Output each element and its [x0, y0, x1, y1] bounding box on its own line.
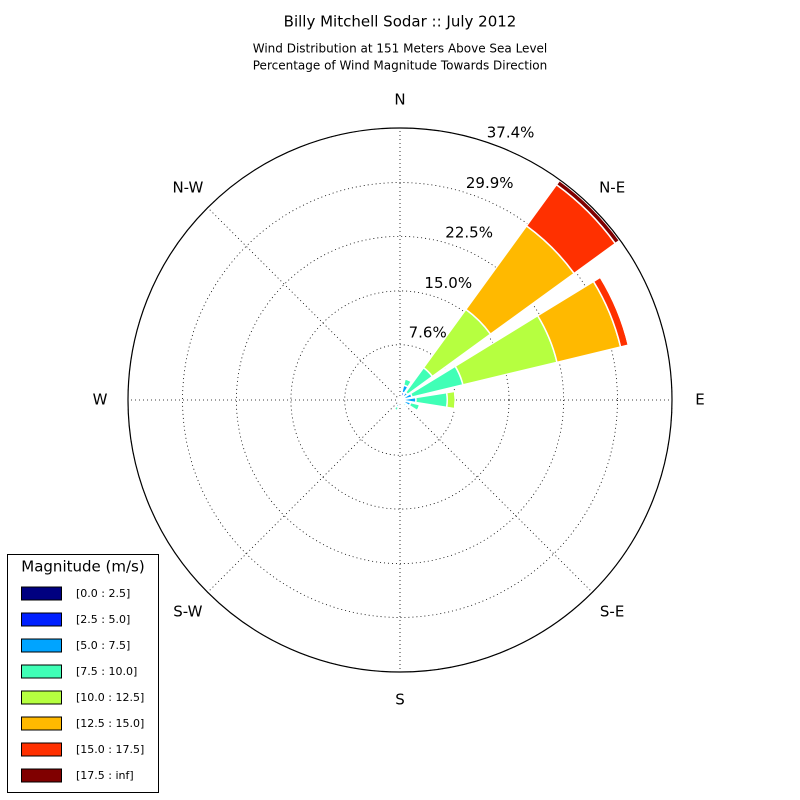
legend-label: [17.5 : inf] [76, 769, 134, 782]
y-tick-label: 37.4% [487, 123, 535, 141]
legend-swatch [21, 612, 62, 627]
labels: 7.6% 15.0% 22.5% 29.9% 37.4% N N-E E S-E S S-W W N-W [93, 91, 705, 709]
legend-swatch [21, 664, 62, 679]
legend: Magnitude (m/s) [0.0 : 2.5] [2.5 : 5.0] [5… [7, 554, 159, 793]
legend-label: [0.0 : 2.5] [76, 587, 130, 600]
legend-swatch [21, 690, 62, 705]
chart-subtitle: Percentage of Wind Magnitude Towards Dir… [253, 59, 547, 73]
legend-label: [15.0 : 17.5] [76, 743, 144, 756]
legend-label: [5.0 : 7.5] [76, 639, 130, 652]
x-tick-label: N-W [172, 178, 203, 196]
grid-spoke [399, 399, 593, 593]
x-tick-label: S-E [600, 603, 624, 621]
grid-spoke [207, 207, 401, 401]
x-tick-label: N-E [599, 178, 625, 196]
legend-swatch [21, 716, 62, 731]
wedge [416, 404, 421, 412]
legend-swatch [21, 742, 62, 757]
grid-circle [290, 290, 510, 510]
legend-label: [2.5 : 5.0] [76, 613, 130, 626]
y-tick-label: 7.6% [409, 324, 447, 342]
bars [393, 179, 630, 412]
legend-label: [12.5 : 15.0] [76, 717, 144, 730]
x-tick-label: S-W [173, 603, 202, 621]
grid-circle [182, 182, 618, 618]
chart-subtitle: Wind Distribution at 151 Meters Above Se… [253, 42, 548, 56]
wedge [453, 391, 457, 409]
x-tick-label: E [695, 391, 704, 409]
legend-title: Magnitude (m/s) [21, 558, 144, 576]
wedge [393, 408, 398, 412]
y-tick-label: 22.5% [445, 224, 493, 242]
x-tick-label: N [394, 91, 405, 109]
polar-frame [127, 127, 673, 673]
grid-circle [235, 235, 565, 565]
wedge [445, 390, 457, 410]
legend-label: [10.0 : 12.5] [76, 691, 144, 704]
x-tick-label: W [93, 391, 108, 409]
legend-swatch [21, 586, 62, 601]
legend-swatch [21, 768, 62, 783]
grid-spoke [207, 399, 401, 593]
wedge [555, 179, 621, 245]
legend-swatch [21, 638, 62, 653]
x-tick-label: S [395, 691, 405, 709]
chart-title: Billy Mitchell Sodar :: July 2012 [284, 13, 517, 31]
y-tick-label: 29.9% [466, 174, 514, 192]
legend-label: [7.5 : 10.0] [76, 665, 137, 678]
y-tick-label: 15.0% [424, 274, 472, 292]
